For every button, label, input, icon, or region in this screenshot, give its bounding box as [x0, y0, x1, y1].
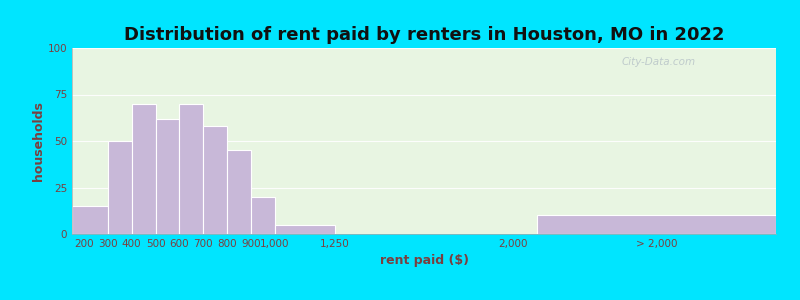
Bar [72, 206, 108, 234]
Title: Distribution of rent paid by renters in Houston, MO in 2022: Distribution of rent paid by renters in … [124, 26, 724, 44]
Text: City-Data.com: City-Data.com [621, 57, 695, 67]
Y-axis label: households: households [32, 101, 45, 181]
Bar [108, 141, 132, 234]
Bar [251, 197, 275, 234]
Bar [538, 215, 776, 234]
Bar [179, 104, 203, 234]
Bar [227, 150, 251, 234]
Bar [203, 126, 227, 234]
Bar [275, 225, 334, 234]
X-axis label: rent paid ($): rent paid ($) [379, 254, 469, 267]
Bar [155, 119, 179, 234]
Bar [132, 104, 155, 234]
